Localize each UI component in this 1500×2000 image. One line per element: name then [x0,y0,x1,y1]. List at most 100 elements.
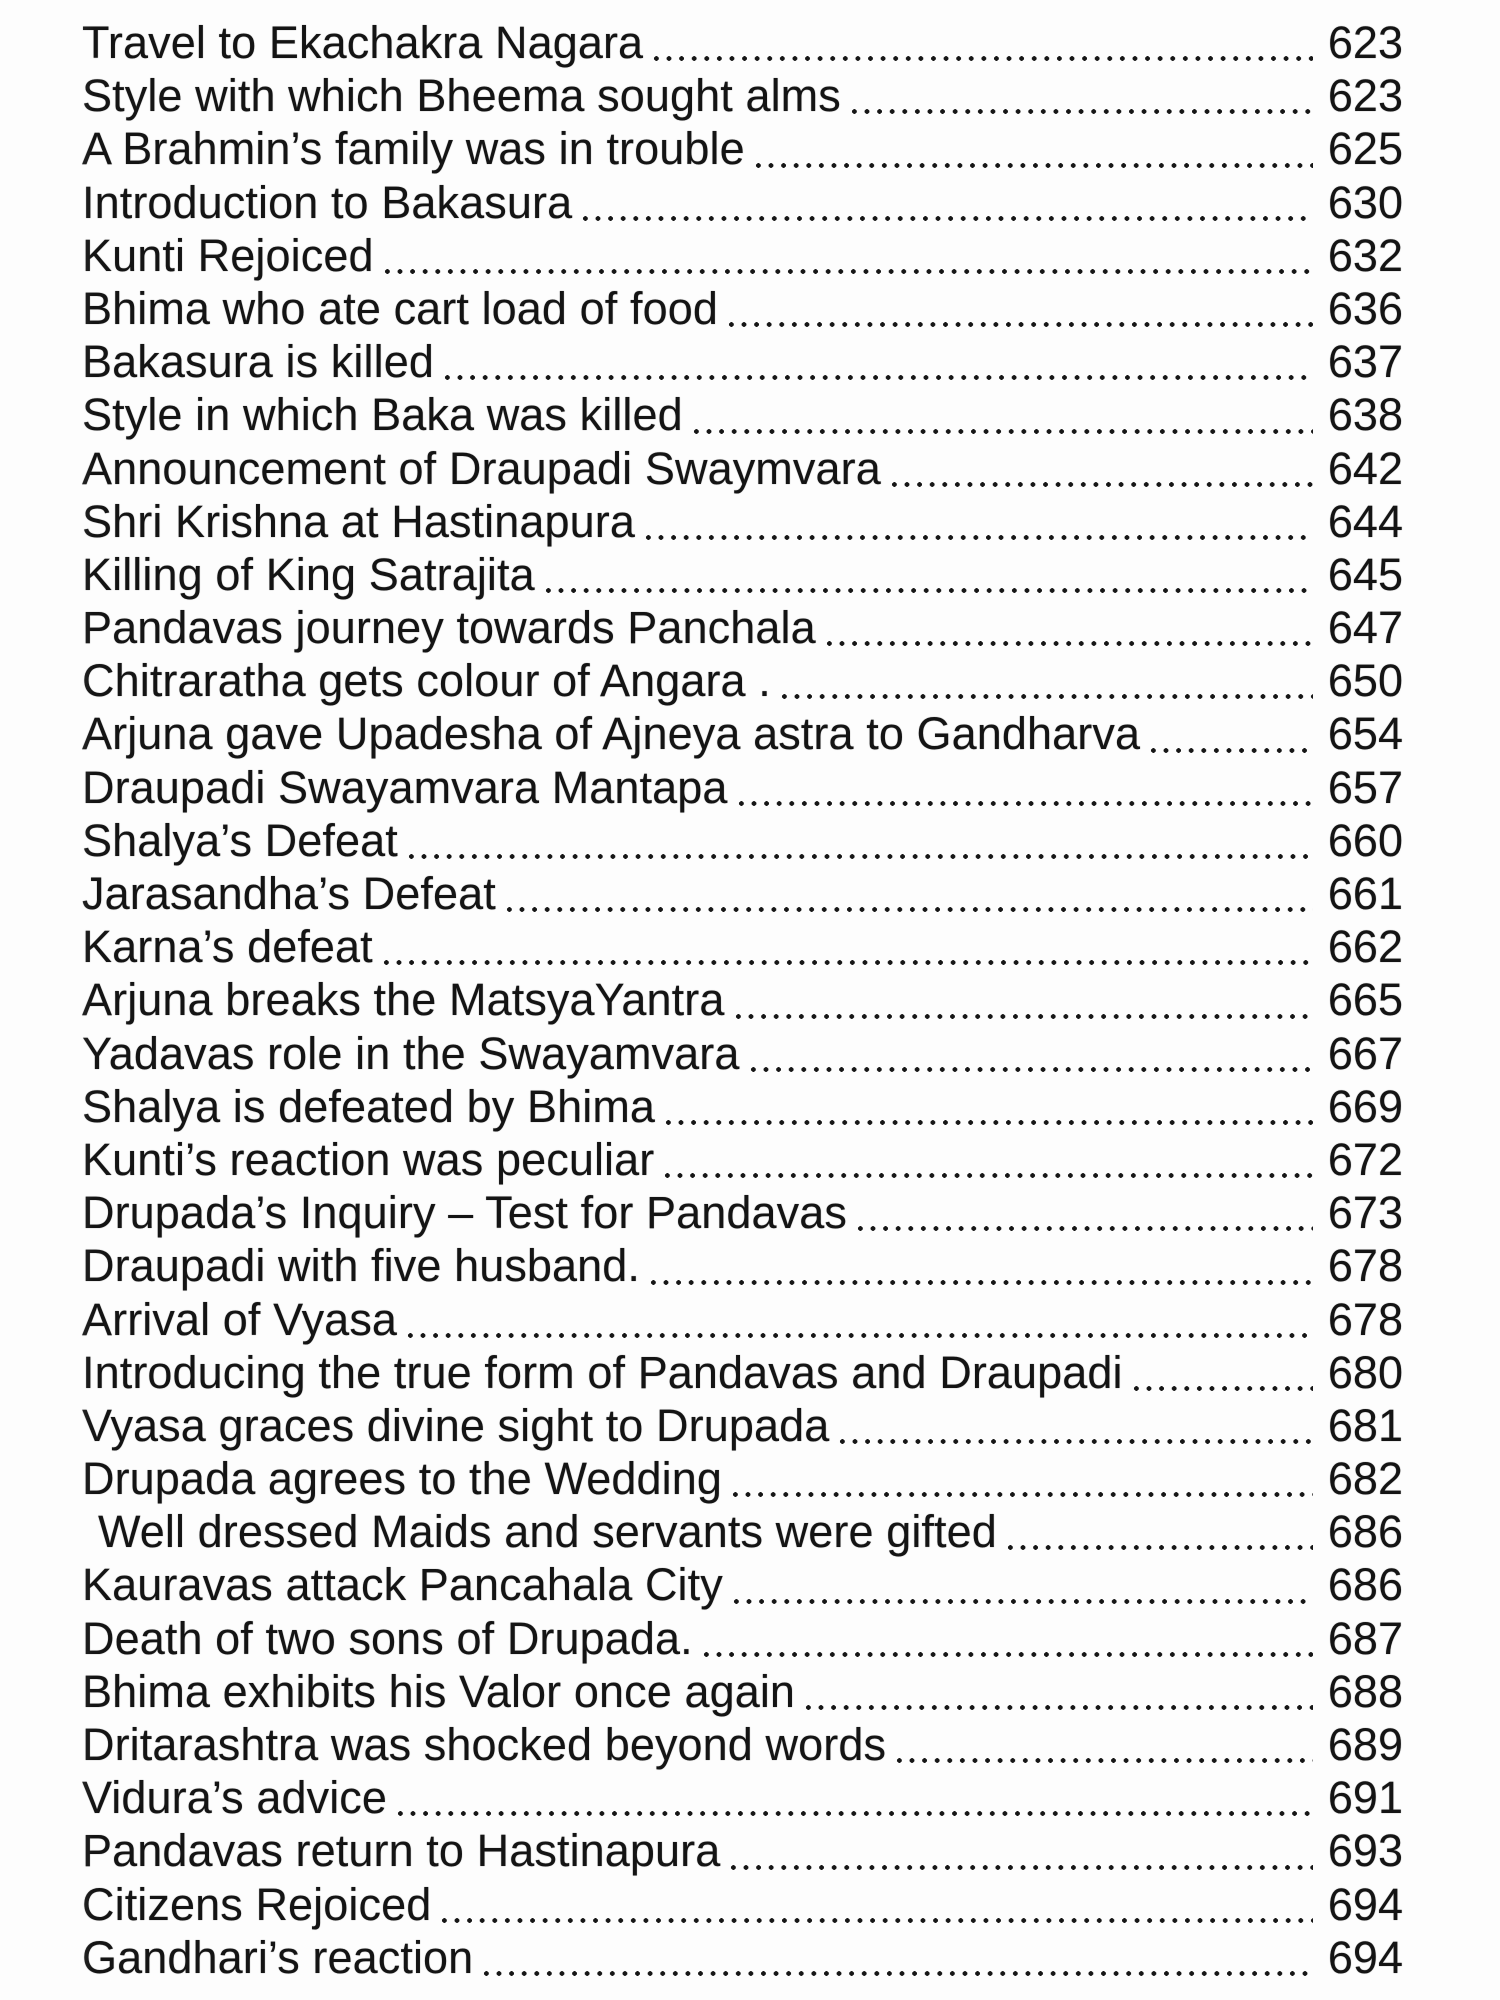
dotted-leader [653,16,1313,70]
toc-entry-page-number: 632 [1327,229,1403,281]
toc-entry-page-number: 694 [1327,1931,1403,1983]
toc-row: Draupadi with five husband. 678 [82,1239,1403,1293]
toc-entry-title: Yadavas role in the Swayamvara [82,1027,740,1079]
toc-entry-page-number: 625 [1327,123,1403,175]
dotted-leader [483,1930,1313,1984]
dotted-leader [850,69,1313,123]
toc-entry-title: Vyasa graces divine sight to Drupada [82,1399,830,1451]
toc-entry-title: Introducing the true form of Pandavas an… [82,1346,1123,1398]
toc-entry-page-number: 645 [1327,548,1403,600]
dotted-leader [650,1239,1313,1293]
toc-entry-page-number: 682 [1327,1453,1403,1505]
dotted-leader [544,547,1313,602]
toc-row: Style in which Baka was killed 638 [82,388,1403,442]
dotted-leader [441,1877,1313,1931]
dotted-leader [749,1026,1313,1080]
toc-entry-page-number: 672 [1327,1133,1403,1185]
dotted-leader [734,973,1313,1027]
toc-entry-page-number: 638 [1327,389,1403,441]
toc-entry-title: Killing of King Satrajita [82,548,535,600]
toc-entry-title: Introduction to Bakasura [82,176,573,228]
toc-entry-title: Kunti’s reaction was peculiar [82,1133,655,1185]
toc-entry-page-number: 654 [1327,708,1403,760]
dotted-leader [732,1558,1313,1612]
toc-row: A Brahmin’s family was in trouble 625 [82,122,1403,176]
toc-row: Death of two sons of Drupada. 687 [82,1611,1403,1665]
toc-row: Pandavas journey towards Panchala 647 [82,601,1403,655]
toc-entry-title: Bhima who ate cart load of food [82,282,718,334]
toc-row: Jarasandha’s Defeat 661 [82,867,1403,921]
toc-row: Citizens Rejoiced 694 [82,1877,1403,1931]
toc-entry-page-number: 688 [1327,1665,1403,1717]
dotted-leader [382,920,1313,974]
toc-entry-page-number: 665 [1327,974,1403,1026]
dotted-leader [805,1664,1313,1718]
toc-entry-title: Jarasandha’s Defeat [82,868,496,919]
toc-row: Chitraratha gets colour of Angara . 650 [82,654,1403,708]
toc-entry-title: Bakasura is killed [82,336,434,388]
toc-entry-list: Travel to Ekachakra Nagara 623 Style wit… [82,16,1403,1984]
toc-row: Bhima who ate cart load of food 636 [82,281,1403,336]
toc-entry-page-number: 636 [1327,282,1403,334]
toc-row: Draupadi Swayamvara Mantapa 657 [82,760,1403,814]
dotted-leader [407,1292,1313,1346]
toc-entry-title: Travel to Ekachakra Nagara [82,17,644,68]
toc-entry-title: Style in which Baka was killed [82,389,683,441]
dotted-leader [1150,707,1313,761]
toc-entry-title: Shalya’s Defeat [82,814,398,866]
toc-entry-title: Arjuna gave Upadesha of Ajneya astra to … [82,708,1141,760]
dotted-leader [1006,1505,1313,1559]
toc-row: Shalya’s Defeat 660 [82,813,1403,867]
toc-entry-page-number: 693 [1327,1825,1403,1877]
toc-entry-title: Vidura’s advice [82,1772,388,1824]
toc-entry-title: Draupadi with five husband. [82,1240,641,1292]
toc-entry-page-number: 650 [1327,655,1403,707]
toc-entry-title: A Brahmin’s family was in trouble [82,123,745,175]
dotted-leader [737,760,1313,814]
toc-row: Bakasura is killed 637 [82,335,1403,389]
dotted-leader [896,1718,1313,1772]
dotted-leader [692,388,1313,442]
toc-entry-page-number: 691 [1327,1772,1403,1824]
toc-entry-page-number: 660 [1327,814,1403,866]
dotted-leader [1132,1345,1313,1399]
dotted-leader [890,441,1313,495]
toc-entry-page-number: 647 [1327,602,1403,654]
toc-entry-title: Well dressed Maids and servants were gif… [98,1506,997,1558]
toc-entry-page-number: 673 [1327,1187,1403,1239]
toc-entry-page-number: 661 [1327,868,1403,919]
dotted-leader [730,1824,1313,1878]
toc-row: Gandhari’s reaction 694 [82,1930,1403,1984]
toc-entry-title: Dritarashtra was shocked beyond words [82,1719,887,1770]
dotted-leader [443,335,1313,389]
dotted-leader [383,228,1313,282]
toc-entry-title: Announcement of Draupadi Swaymvara [82,442,881,494]
toc-row: Introduction to Bakasura 630 [82,175,1403,229]
dotted-leader [582,175,1313,229]
toc-entry-page-number: 637 [1327,336,1403,388]
toc-entry-page-number: 694 [1327,1878,1403,1930]
toc-entry-page-number: 662 [1327,921,1403,973]
toc-row: Dritarashtra was shocked beyond words 68… [82,1718,1403,1772]
toc-entry-title: Karna’s defeat [82,921,373,973]
toc-row: Vyasa graces divine sight to Drupada 681 [82,1398,1403,1453]
toc-entry-title: Gandhari’s reaction [82,1931,474,1983]
toc-entry-page-number: 680 [1327,1346,1403,1398]
toc-entry-title: Kunti Rejoiced [82,229,374,281]
dotted-leader [732,1452,1313,1506]
toc-entry-title: Kauravas attack Pancahala City [82,1559,723,1611]
toc-row: Arrival of Vyasa 678 [82,1292,1403,1346]
toc-entry-title: Pandavas journey towards Panchala [82,602,816,654]
toc-row: Bhima exhibits his Valor once again 688 [82,1664,1403,1718]
toc-row: Kunti Rejoiced 632 [82,228,1403,282]
toc-entry-title: Shalya is defeated by Bhima [82,1080,656,1132]
toc-row: Pandavas return to Hastinapura 693 [82,1824,1403,1878]
toc-row: Shalya is defeated by Bhima 669 [82,1079,1403,1133]
toc-entry-page-number: 657 [1327,761,1403,813]
dotted-leader [665,1079,1313,1133]
dotted-leader [505,867,1313,921]
toc-entry-title: Drupada’s Inquiry – Test for Pandavas [82,1187,847,1239]
dotted-leader [780,654,1313,708]
dotted-leader [664,1132,1313,1187]
